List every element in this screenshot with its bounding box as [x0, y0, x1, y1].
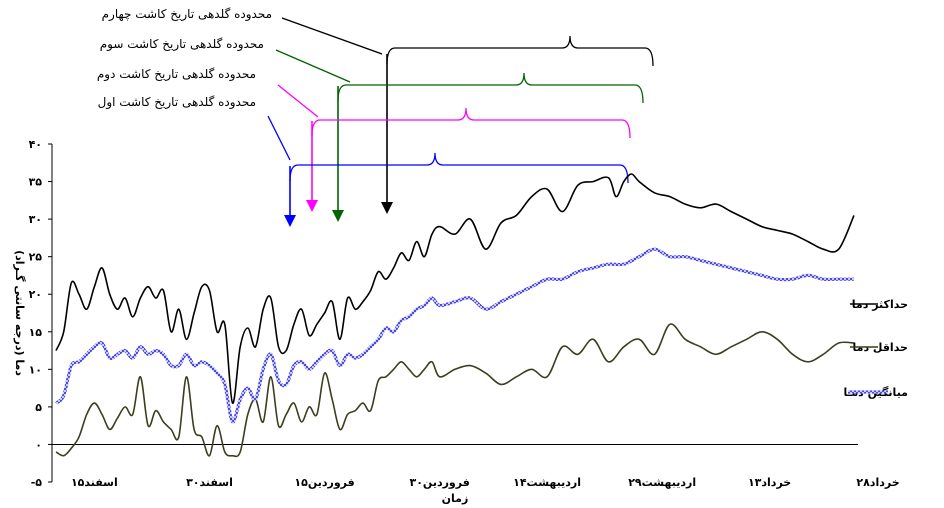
y-tick-label: ۱۰ — [29, 363, 42, 376]
annotation-arrow-head — [381, 202, 393, 214]
annotation-label: محدوده گلدهی تاریخ کاشت چهارم — [102, 7, 272, 22]
x-tick-label: ۳۰فروردین — [409, 476, 469, 489]
legend: حداکثر دما حداقل دما میانگین دمـا — [843, 298, 908, 399]
y-tick-label: ۱۵ — [29, 326, 43, 339]
x-tick-label: ۲۸خرداد — [856, 476, 899, 489]
y-tick-label: ۳۵ — [29, 176, 43, 189]
axes: -۵ ۰ ۵ ۱۰ ۱۵ ۲۰ ۲۵ ۳۰ ۳۵ ۴۰ ۱۵اسفند ۳۰اسفند ۱۵فروردی… — [13, 138, 900, 505]
annotation-leader-line — [275, 49, 351, 83]
annotation-arrow-head — [332, 210, 344, 222]
annotation-2: محدوده گلدهی تاریخ کاشت سوم — [100, 37, 644, 222]
legend-label: حداقل دما — [853, 341, 909, 354]
y-tick-label: ۰ — [35, 438, 42, 451]
y-tick-label: ۵ — [35, 401, 42, 414]
annotation-arrow-head — [284, 215, 296, 227]
annotation-4: محدوده گلدهی تاریخ کاشت اول — [98, 95, 629, 227]
x-tick-label: ۱۳خرداد — [748, 476, 791, 489]
annotation-label: محدوده گلدهی تاریخ کاشت اول — [98, 95, 256, 110]
series-max-temp-line — [55, 173, 855, 404]
y-tick-label: -۵ — [31, 476, 43, 489]
annotation-bracket — [386, 35, 654, 67]
x-axis-label: زمان — [442, 492, 469, 505]
annotation-leader-line — [277, 84, 319, 118]
annotation-bracket — [289, 152, 629, 184]
annotation-1: محدوده گلدهی تاریخ کاشت چهارم — [102, 7, 654, 214]
series-mean-temp-line — [54, 247, 854, 424]
y-tick-label: ۴۰ — [29, 138, 42, 151]
annotation-3: محدوده گلدهی تاریخ کاشت دوم — [97, 67, 631, 212]
annotation-bracket — [311, 107, 631, 139]
annotation-bracket — [337, 72, 644, 104]
x-tick-label: ۱۴اردیبهشت — [513, 476, 581, 489]
annotation-label: محدوده گلدهی تاریخ کاشت سوم — [100, 37, 264, 52]
y-tick-label: ۲۰ — [29, 288, 42, 301]
legend-mean-temp: میانگین دمـا — [843, 386, 908, 399]
series-layer — [54, 173, 855, 458]
x-tick-label: ۱۵اسفند — [71, 476, 118, 489]
legend-label: حداکثر دما — [852, 298, 908, 311]
x-tick-label: ۲۹اردیبهشت — [628, 476, 696, 489]
annotation-leader-line — [281, 17, 383, 55]
annotation-leader-line — [267, 115, 291, 161]
y-tick-label: ۲۵ — [29, 251, 43, 264]
series-min-temp-line — [55, 323, 855, 458]
legend-min-temp: حداقل دما — [850, 341, 908, 354]
x-tick-label: ۱۵فروردین — [294, 476, 354, 489]
x-tick-label: ۳۰اسفند — [186, 476, 233, 489]
annotation-label: محدوده گلدهی تاریخ کاشت دوم — [97, 67, 256, 82]
annotation-arrow-head — [306, 200, 318, 212]
annotations: محدوده گلدهی تاریخ کاشت چهارم محدوده گلده… — [97, 7, 654, 227]
y-tick-label: ۳۰ — [29, 213, 42, 226]
legend-max-temp: حداکثر دما — [850, 298, 908, 311]
y-axis-label: دما (درجه سانتی گـراد) — [13, 250, 26, 376]
